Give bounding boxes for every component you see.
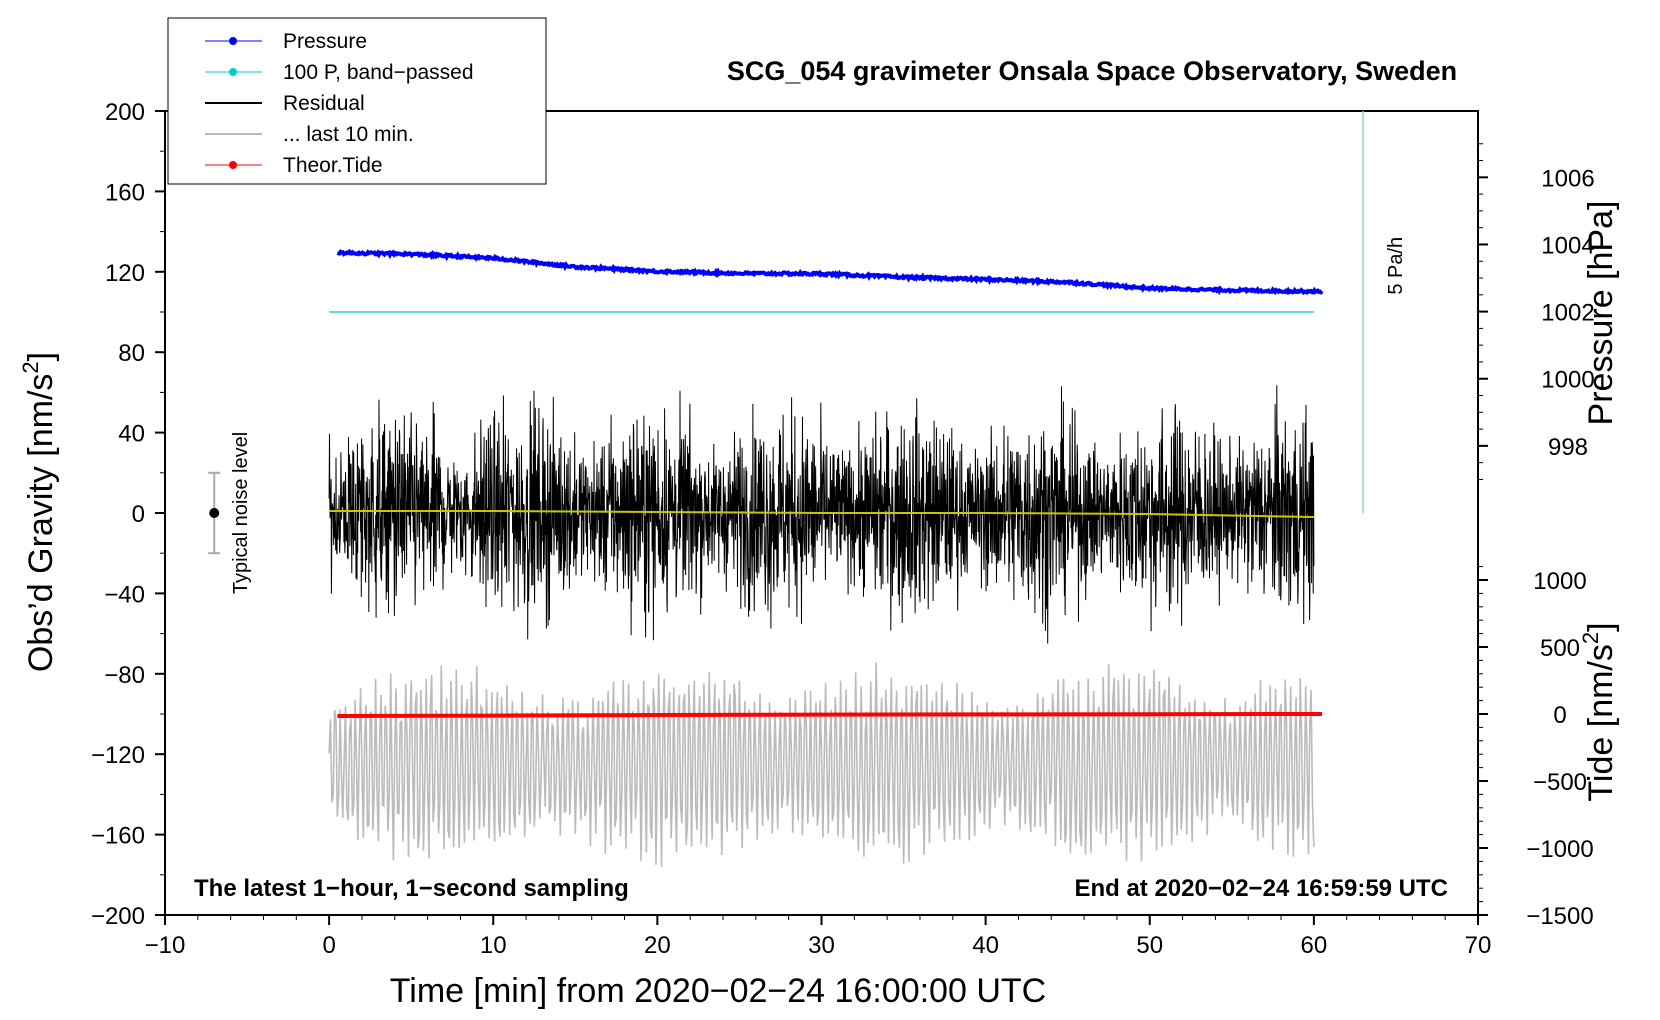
legend-label: ... last 10 min.: [283, 123, 414, 146]
x-tick-label: 10: [480, 932, 507, 959]
x-tick-label: 50: [1136, 932, 1163, 959]
pressure-tick-label: 1006: [1541, 165, 1594, 192]
tide-axis-label: Tide [nm/s2]: [1578, 622, 1620, 801]
pressure-tick-label: 1004: [1541, 232, 1594, 259]
pressure-tick-label: 1002: [1541, 300, 1594, 327]
y-axis-label: Obs’d Gravity [nm/s2]: [18, 352, 60, 672]
series-layer: [328, 248, 1324, 868]
y-tick-label: 0: [132, 501, 145, 528]
tide-tick-label: −500: [1533, 769, 1587, 796]
tide-tick-label: 1000: [1533, 568, 1586, 595]
tide-tick-label: −1500: [1526, 903, 1593, 930]
legend-item: ... last 10 min.: [205, 123, 414, 146]
pressure-tick-label: 1000: [1541, 367, 1594, 394]
legend-item: Residual: [205, 92, 365, 115]
x-tick-label: 20: [644, 932, 671, 959]
theor-tide-line: [337, 712, 1323, 719]
noise-level-label: Typical noise level: [230, 432, 252, 594]
y-tick-label: −40: [104, 581, 145, 608]
y-tick-label: −80: [104, 662, 145, 689]
residual-mean-line: [329, 509, 1314, 519]
legend-label: Theor.Tide: [283, 154, 383, 177]
last-10-min-line: [328, 662, 1315, 868]
y-tick-label: −200: [91, 903, 145, 930]
y-tick-label: 40: [118, 421, 145, 448]
noise-level-bar: [208, 471, 221, 555]
chart-title: SCG_054 gravimeter Onsala Space Observat…: [727, 56, 1457, 86]
tide-tick-label: −1000: [1526, 836, 1593, 863]
legend-box: [167, 17, 547, 185]
legend-item: Theor.Tide: [205, 154, 383, 177]
residual-line: [328, 385, 1315, 644]
sampling-note: The latest 1−hour, 1−second sampling: [194, 875, 629, 902]
x-tick-label: −10: [145, 932, 186, 959]
legend-item: 100 P, band−passed: [205, 61, 474, 84]
x-tick-label: 0: [322, 932, 335, 959]
pressure-tick-label: 998: [1548, 434, 1588, 461]
y-tick-label: 120: [105, 260, 145, 287]
y-tick-label: 160: [105, 179, 145, 206]
legend-label: 100 P, band−passed: [283, 61, 474, 84]
x-axis-label: Time [min] from 2020−02−24 16:00:00 UTC: [390, 972, 1046, 1010]
legend: Pressure 100 P, band−passed Residual ... la…: [167, 17, 547, 185]
legend-label: Residual: [283, 92, 365, 115]
y-tick-label: 80: [118, 340, 145, 367]
axes-layer: −10 0 10 20 30 40 50 60 70 200 160 120 80 40 0 −40 −80 −1…: [91, 99, 1595, 959]
x-tick-label: 40: [972, 932, 999, 959]
end-time-note: End at 2020−02−24 16:59:59 UTC: [1074, 875, 1448, 902]
tide-tick-label: 0: [1553, 702, 1566, 729]
tide-tick-label: 500: [1540, 635, 1580, 662]
pressure-axis-label: Pressure [hPa]: [1582, 201, 1620, 426]
legend-item: Pressure: [205, 30, 367, 53]
pressure-line: [336, 248, 1324, 296]
x-tick-label: 60: [1301, 932, 1328, 959]
x-tick-label: 30: [808, 932, 835, 959]
y-tick-label: 200: [105, 99, 145, 126]
scale-bar-label: 5 Pa/h: [1385, 237, 1407, 295]
y-tick-label: −120: [91, 742, 145, 769]
y-tick-label: −160: [91, 823, 145, 850]
x-tick-label: 70: [1465, 932, 1492, 959]
legend-label: Pressure: [283, 30, 367, 53]
